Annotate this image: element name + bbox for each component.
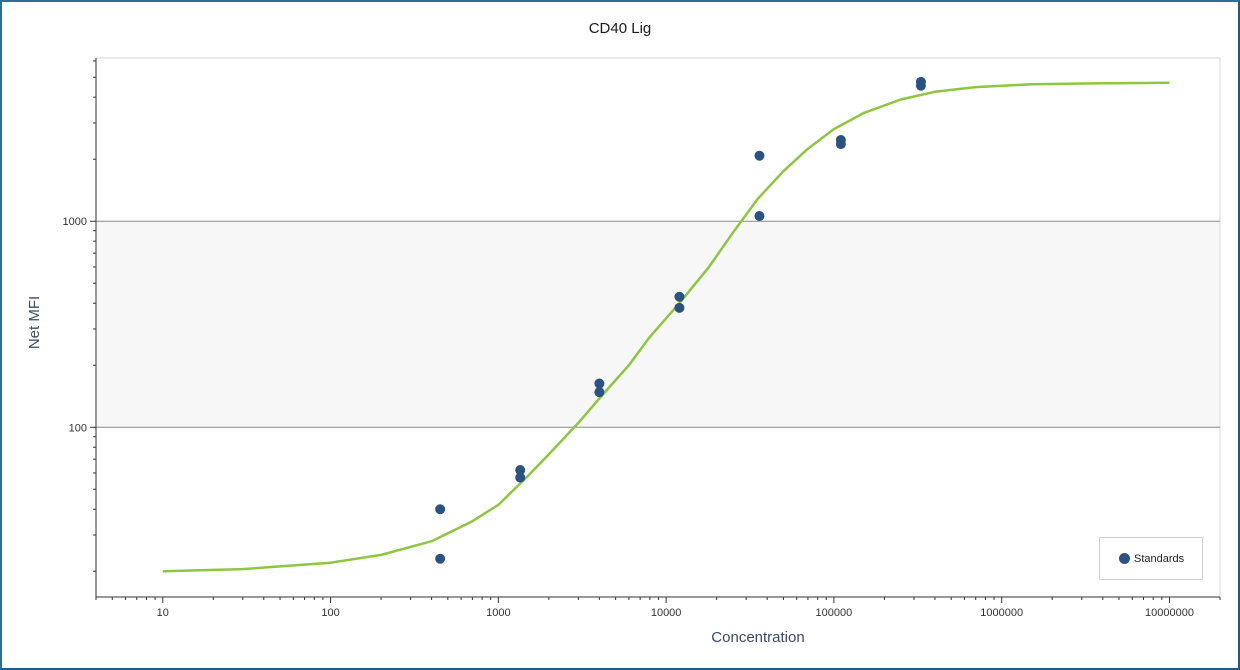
data-point-standard xyxy=(435,504,446,515)
x-tick-label: 1000 xyxy=(486,607,510,619)
data-point-standard xyxy=(515,472,526,483)
x-tick-label: 10 xyxy=(157,607,169,619)
y-axis-title: Net MFI xyxy=(26,296,43,349)
data-point-standard xyxy=(915,80,926,91)
data-point-standard xyxy=(754,211,765,222)
data-point-standard xyxy=(435,553,446,564)
data-point-standard xyxy=(835,139,846,150)
data-point-standard xyxy=(754,150,765,161)
data-point-standard xyxy=(674,291,685,302)
x-tick-label: 10000 xyxy=(651,607,682,619)
y-tick-label: 1000 xyxy=(63,216,87,228)
x-tick-label: 1000000 xyxy=(980,607,1023,619)
chart-title: CD40 Lig xyxy=(588,20,652,37)
shaded-band xyxy=(97,221,1219,428)
x-tick-label: 100000 xyxy=(816,607,853,619)
y-tick-label: 100 xyxy=(69,422,87,434)
data-point-standard xyxy=(674,302,685,313)
data-point-standard xyxy=(515,465,526,476)
x-tick-label: 10000000 xyxy=(1145,607,1194,619)
legend-label-standards: Standards xyxy=(1134,552,1185,565)
x-tick-label: 100 xyxy=(321,607,339,619)
legend-marker-standards xyxy=(1119,553,1130,564)
data-point-standard xyxy=(594,378,605,389)
x-axis-title: Concentration xyxy=(711,629,804,646)
data-point-standard xyxy=(594,387,605,398)
chart-legend: Standards xyxy=(1099,537,1203,580)
